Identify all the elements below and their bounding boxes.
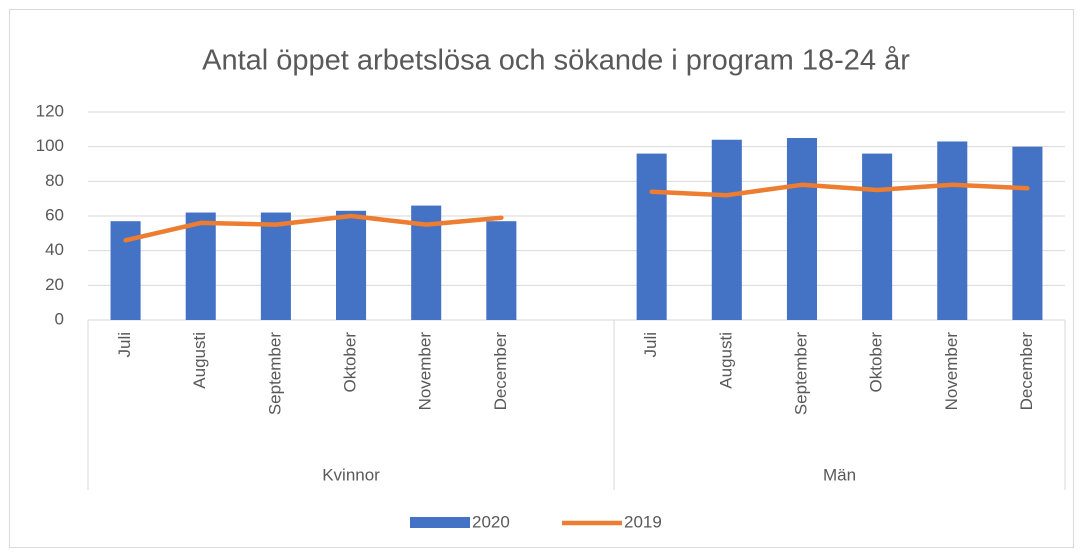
x-tick-label: November bbox=[942, 332, 961, 411]
x-tick-label: Juli bbox=[115, 332, 134, 358]
y-tick-label: 20 bbox=[45, 275, 64, 294]
bar bbox=[1012, 146, 1043, 320]
bar bbox=[711, 139, 742, 320]
bar bbox=[786, 138, 817, 320]
legend-label: 2019 bbox=[624, 512, 662, 531]
group-label: Män bbox=[823, 465, 856, 484]
y-tick-label: 120 bbox=[36, 101, 64, 120]
x-tick-label: December bbox=[1017, 332, 1036, 411]
x-tick-label: Oktober bbox=[867, 332, 886, 393]
bar bbox=[486, 221, 517, 320]
y-tick-label: 0 bbox=[55, 309, 64, 328]
bar bbox=[937, 141, 968, 320]
line bbox=[123, 182, 1030, 243]
x-tick-label: September bbox=[265, 332, 284, 415]
legend-label: 2020 bbox=[472, 512, 510, 531]
x-tick-label: Augusti bbox=[190, 332, 209, 389]
bar bbox=[636, 153, 667, 320]
x-tick-label: December bbox=[491, 332, 510, 411]
y-tick-label: 60 bbox=[45, 205, 64, 224]
x-tick-label: Juli bbox=[641, 332, 660, 358]
x-tick-label: Oktober bbox=[341, 332, 360, 393]
y-tick-label: 80 bbox=[45, 171, 64, 190]
bar bbox=[336, 210, 367, 320]
group-label: Kvinnor bbox=[322, 465, 380, 484]
bar bbox=[260, 212, 291, 320]
x-tick-label: Augusti bbox=[716, 332, 735, 389]
chart-title: Antal öppet arbetslösa och sökande i pro… bbox=[202, 45, 910, 77]
bar bbox=[862, 153, 893, 320]
bar bbox=[185, 212, 216, 320]
y-tick-label: 100 bbox=[36, 136, 64, 155]
legend-swatch bbox=[410, 517, 470, 528]
x-tick-label: November bbox=[416, 332, 435, 411]
x-tick-label: September bbox=[791, 332, 810, 415]
chart-border bbox=[9, 9, 1074, 548]
y-tick-label: 40 bbox=[45, 240, 64, 259]
